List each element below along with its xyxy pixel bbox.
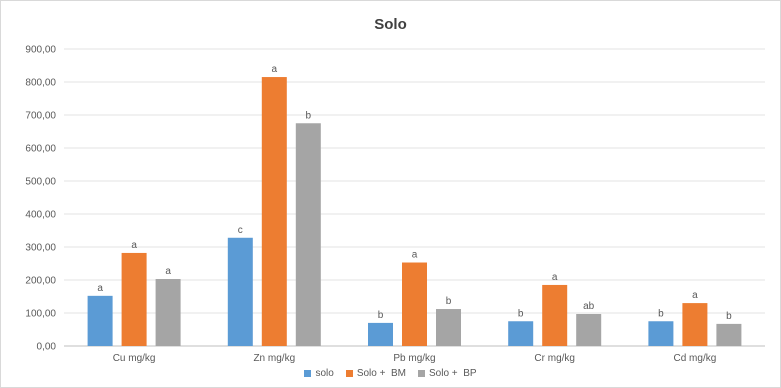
y-tick-label: 200,00 <box>25 276 56 287</box>
significance-label: a <box>552 272 558 283</box>
y-tick-label: 800,00 <box>25 78 56 89</box>
bar-1 <box>368 322 393 346</box>
legend-label: Solo + BP <box>429 368 477 379</box>
bar-3 <box>576 313 602 346</box>
significance-label: c <box>238 225 243 236</box>
significance-label: b <box>726 311 732 322</box>
bar-1 <box>87 295 113 346</box>
significance-label: a <box>412 250 418 261</box>
bar-2 <box>402 262 427 346</box>
legend-swatch <box>345 370 353 377</box>
significance-label: a <box>131 240 137 251</box>
legend-item: solo <box>304 368 334 379</box>
y-tick-label: 500,00 <box>25 177 56 188</box>
significance-label: a <box>272 64 278 75</box>
y-tick-label: 100,00 <box>25 309 56 320</box>
y-tick-label: 900,00 <box>25 45 56 56</box>
bar-1 <box>508 321 534 346</box>
x-tick-label: Cr mg/kg <box>534 353 575 364</box>
significance-label: b <box>658 308 664 319</box>
bar-2 <box>121 252 147 346</box>
x-tick-label: Pb mg/kg <box>393 353 435 364</box>
legend-label: Solo + BM <box>356 368 407 379</box>
bar-3 <box>436 309 461 346</box>
bar-3 <box>155 279 181 346</box>
significance-label: a <box>692 290 698 301</box>
significance-label: b <box>518 308 524 319</box>
bar-2 <box>542 284 568 346</box>
legend-item: Solo + BP <box>418 368 477 379</box>
y-tick-label: 400,00 <box>25 210 56 221</box>
y-tick-label: 0,00 <box>37 342 57 353</box>
significance-label: ab <box>583 301 595 312</box>
legend: solo Solo + BM Solo + BP <box>0 368 781 379</box>
significance-label: b <box>446 296 452 307</box>
significance-label: a <box>165 266 171 277</box>
significance-label: b <box>306 110 312 121</box>
x-tick-label: Cu mg/kg <box>113 353 156 364</box>
legend-label: solo <box>315 368 334 379</box>
x-tick-label: Cd mg/kg <box>674 353 717 364</box>
bar-3 <box>295 123 321 346</box>
significance-label: b <box>378 310 384 321</box>
bar-1 <box>648 321 674 346</box>
y-tick-label: 600,00 <box>25 144 56 155</box>
y-tick-label: 700,00 <box>25 111 56 122</box>
y-tick-label: 300,00 <box>25 243 56 254</box>
significance-label: a <box>97 283 103 294</box>
legend-swatch <box>304 370 312 377</box>
chart-title: Solo <box>374 16 407 33</box>
bar-3 <box>716 323 742 346</box>
bar-2 <box>682 303 708 346</box>
bar-1 <box>227 237 253 346</box>
bar-2 <box>261 77 287 347</box>
x-tick-label: Zn mg/kg <box>253 353 295 364</box>
legend-item: Solo + BM <box>345 368 407 379</box>
legend-swatch <box>418 370 426 377</box>
